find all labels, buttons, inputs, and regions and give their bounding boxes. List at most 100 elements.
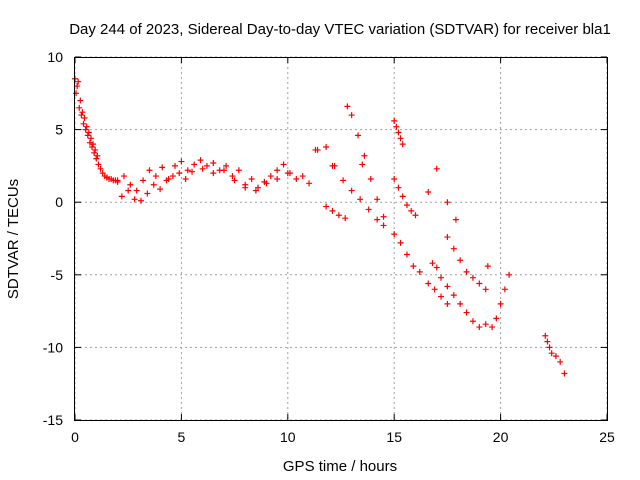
data-point [157, 186, 164, 193]
data-point [133, 187, 140, 194]
data-point [91, 149, 98, 156]
data-point [342, 215, 349, 222]
series-early-decay-upper [73, 78, 101, 159]
data-point [450, 245, 457, 252]
data-point [344, 103, 351, 110]
series-arc-17 [429, 260, 489, 331]
data-point [182, 175, 189, 182]
data-point [403, 202, 410, 209]
data-point [431, 286, 438, 293]
data-point [263, 180, 270, 187]
data-point [280, 161, 287, 168]
y-tick-label: 10 [47, 49, 63, 65]
data-point [365, 206, 372, 213]
data-point [78, 112, 85, 119]
data-point [223, 162, 230, 169]
series-isolated-early [312, 146, 491, 270]
data-point [444, 234, 451, 241]
data-point [408, 207, 415, 214]
chart-title: Day 244 of 2023, Sidereal Day-to-day VTE… [69, 21, 611, 38]
data-point [92, 146, 99, 153]
data-point [97, 165, 104, 172]
data-point [75, 78, 82, 85]
data-point [399, 141, 406, 148]
data-point [114, 177, 121, 184]
data-point [210, 159, 217, 166]
data-point [82, 126, 89, 133]
data-point [391, 117, 398, 124]
series-arc-12-14c [323, 203, 349, 222]
x-tick-label: 25 [599, 429, 615, 445]
data-point [127, 181, 134, 188]
data-point [137, 197, 144, 204]
data-point [144, 190, 151, 197]
data-point [274, 167, 281, 174]
data-point [293, 175, 300, 182]
data-point [329, 207, 336, 214]
series-arc-15b [391, 175, 419, 219]
data-point [469, 274, 476, 281]
data-point [203, 162, 210, 169]
data-point [140, 177, 147, 184]
data-point [340, 177, 347, 184]
data-point [210, 170, 217, 177]
data-point [542, 332, 549, 339]
data-point [229, 173, 236, 180]
data-point [169, 173, 176, 180]
data-point [76, 104, 83, 111]
data-point [412, 212, 419, 219]
data-point [248, 175, 255, 182]
data-point [410, 263, 417, 270]
series-midday-band-lower [118, 165, 291, 204]
data-point [81, 114, 88, 121]
data-point [178, 158, 185, 165]
data-point [482, 321, 489, 328]
data-point [463, 268, 470, 275]
data-point [306, 180, 313, 187]
data-point [548, 350, 555, 357]
data-point [361, 152, 368, 159]
y-tick-label: -15 [43, 412, 63, 428]
y-tick-label: -10 [43, 339, 63, 355]
data-point [191, 161, 198, 168]
x-tick-label: 20 [493, 429, 509, 445]
data-point [131, 196, 138, 203]
plot-frame [74, 57, 608, 421]
data-point [152, 173, 159, 180]
data-point [323, 144, 330, 151]
data-point [87, 135, 94, 142]
data-point [235, 167, 242, 174]
data-point [391, 231, 398, 238]
data-point [73, 90, 80, 97]
data-point [94, 152, 101, 159]
data-point [284, 170, 291, 177]
data-point [501, 286, 508, 293]
data-point [274, 175, 281, 182]
data-point [391, 175, 398, 182]
data-point [469, 318, 476, 325]
data-point [484, 263, 491, 270]
data-point [220, 167, 227, 174]
data-point [172, 162, 179, 169]
data-point [393, 123, 400, 130]
data-point [457, 300, 464, 307]
data-point [74, 83, 81, 90]
data-point [299, 173, 306, 180]
y-axis-title: SDTVAR / TECUs [5, 179, 22, 299]
data-point [95, 161, 102, 168]
data-point [329, 162, 336, 169]
data-point [267, 173, 274, 180]
data-point [323, 203, 330, 210]
series-arc-18 [444, 234, 489, 293]
data-point [482, 286, 489, 293]
data-point [433, 264, 440, 271]
data-point [374, 196, 381, 203]
data-point [80, 120, 87, 127]
data-point [497, 300, 504, 307]
data-point [493, 315, 500, 322]
series-arc-12-14b [344, 103, 387, 220]
data-point [86, 139, 93, 146]
data-point [425, 280, 432, 287]
data-point [77, 97, 84, 104]
